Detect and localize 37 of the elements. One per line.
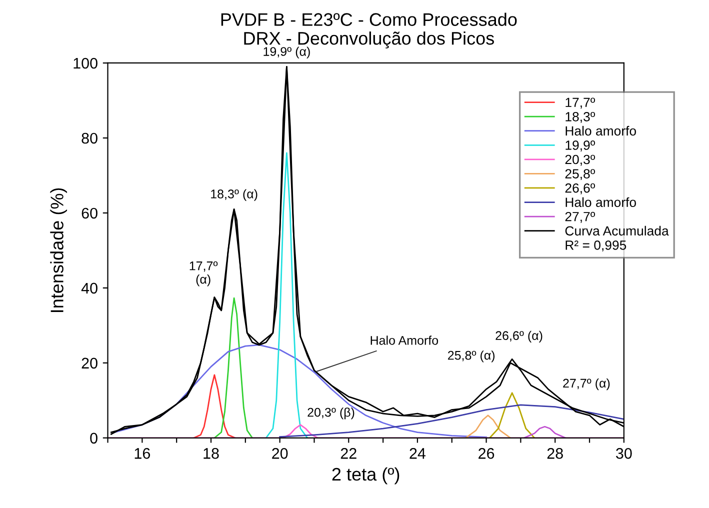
annotation: 20,3º (β): [308, 408, 354, 420]
annotation: R² = 0,995: [566, 240, 626, 252]
annotation: 17,7º (α): [190, 261, 218, 286]
x-tick-label: 24: [410, 448, 426, 459]
y-axis-title: Intensidade (%): [50, 188, 67, 312]
annotation: 25,8º (α): [448, 350, 495, 362]
x-tick-label: 18: [204, 448, 219, 459]
legend-label: Halo amorfo: [566, 126, 636, 136]
y-tick-label: 100: [74, 58, 98, 69]
annotation: Halo Amorfo: [370, 336, 438, 345]
legend-label: Curva Acumulada: [565, 226, 669, 236]
x-tick-label: 26: [478, 448, 494, 459]
chart-subtitle: DRX - Deconvolução dos Picos: [244, 31, 494, 48]
legend-label: 19,9º: [566, 140, 596, 152]
x-tick-label: 22: [340, 448, 356, 459]
legend-label: 18,3º: [566, 112, 596, 123]
annotation: 27,7º (α): [563, 378, 610, 390]
legend-label: Halo amorfo: [566, 197, 636, 208]
chart-title: PVDF B - E23ºC - Como Processado: [221, 12, 517, 26]
legend-label: 20,3º: [565, 154, 596, 166]
legend-label: 26,6º: [565, 183, 596, 194]
y-tick-label: 0: [90, 432, 98, 444]
legend-label: 25,8º: [565, 169, 596, 180]
y-tick-label: 60: [82, 208, 98, 219]
x-tick-label: 20: [272, 448, 288, 459]
annotation: 19,9º (α): [264, 46, 310, 58]
annotation: 26,6º (α): [496, 330, 542, 342]
y-tick-label: 20: [82, 358, 98, 369]
x-tick-label: 30: [616, 448, 632, 459]
x-tick-label: 28: [547, 448, 563, 459]
y-tick-label: 80: [82, 132, 98, 144]
annotation: 18,3º (α): [211, 189, 258, 201]
y-tick-label: 40: [81, 282, 98, 294]
x-tick-label: 16: [134, 448, 150, 459]
x-axis-title: 2 teta (º): [332, 467, 400, 484]
legend-label: 17,7º: [566, 98, 596, 109]
legend-label: 27,7º: [565, 212, 596, 223]
